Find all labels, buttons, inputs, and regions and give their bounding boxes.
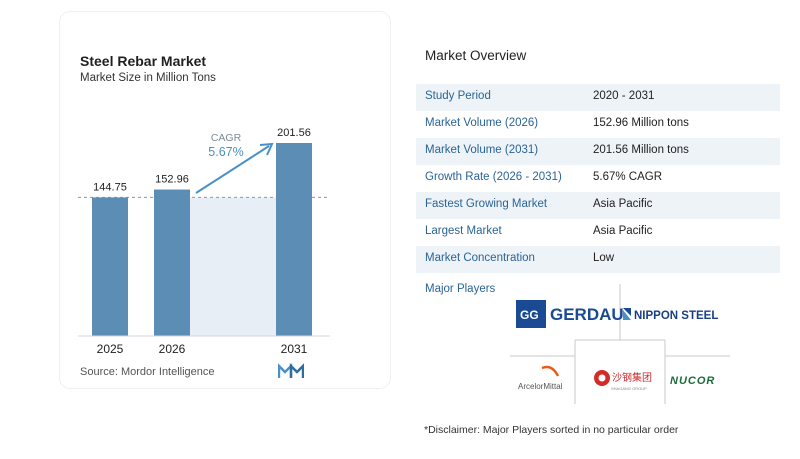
bar-value-label: 152.96 xyxy=(155,174,189,186)
svg-text:NUCOR: NUCOR xyxy=(670,375,715,387)
overview-row: Study Period 2020 - 2031 xyxy=(416,84,780,111)
x-tick-label: 2026 xyxy=(159,342,186,356)
bar-value-label: 144.75 xyxy=(93,181,127,193)
overview-table: Study Period 2020 - 2031 Market Volume (… xyxy=(416,84,780,273)
source-label: Source: xyxy=(80,366,118,378)
bar xyxy=(92,197,128,336)
overview-value: Low xyxy=(593,252,615,264)
shagang-logo: 沙钢集团 SHAGANG GROUP xyxy=(594,370,652,391)
chart-title: Steel Rebar Market xyxy=(80,53,207,69)
nucor-logo: NUCOR xyxy=(670,375,715,387)
major-players-label: Major Players xyxy=(425,283,496,295)
bar xyxy=(154,189,190,336)
svg-text:GG: GG xyxy=(520,308,539,322)
overview-label: Market Volume (2031) xyxy=(425,144,539,156)
overview-title: Market Overview xyxy=(425,48,527,63)
chart-source: Source: Mordor Intelligence xyxy=(80,366,215,378)
cagr-label: CAGR xyxy=(211,132,242,144)
overview-row: Market Volume (2026) 152.96 Million tons xyxy=(416,111,780,138)
overview-row: Growth Rate (2026 - 2031) 5.67% CAGR xyxy=(416,165,780,192)
overview-label: Largest Market xyxy=(425,225,502,237)
overview-row: Market Volume (2031) 201.56 Million tons xyxy=(416,138,780,165)
bar xyxy=(276,143,312,336)
svg-text:SHAGANG GROUP: SHAGANG GROUP xyxy=(611,386,647,391)
overview-label: Fastest Growing Market xyxy=(425,198,548,210)
svg-text:ArcelorMittal: ArcelorMittal xyxy=(518,382,563,391)
projection-area xyxy=(190,197,276,336)
mordor-logo-icon xyxy=(278,363,304,378)
bar-value-label: 201.56 xyxy=(277,127,311,139)
overview-label: Market Volume (2026) xyxy=(425,117,539,129)
svg-text:GERDAU: GERDAU xyxy=(550,305,624,324)
overview-value: Asia Pacific xyxy=(593,198,653,210)
overview-value: 201.56 Million tons xyxy=(593,144,689,156)
cagr-arrowhead xyxy=(259,142,274,156)
gerdau-logo: GG GERDAU xyxy=(516,300,624,328)
overview-row: Market Concentration Low xyxy=(416,246,780,273)
cagr-value: 5.67% xyxy=(208,145,243,159)
overview-label: Market Concentration xyxy=(425,252,535,264)
chart-subtitle: Market Size in Million Tons xyxy=(80,72,216,84)
overview-label: Growth Rate (2026 - 2031) xyxy=(425,171,562,183)
x-tick-label: 2031 xyxy=(281,342,308,356)
major-players-logos: GG GERDAU NIPPON STEEL ArcelorMittal 沙钢集… xyxy=(510,284,730,404)
overview-label: Study Period xyxy=(425,90,491,102)
overview-value: 5.67% CAGR xyxy=(593,171,663,183)
overview-value: 2020 - 2031 xyxy=(593,90,655,102)
x-tick-label: 2025 xyxy=(97,342,124,356)
source-name: Mordor Intelligence xyxy=(120,366,215,378)
svg-text:沙钢集团: 沙钢集团 xyxy=(612,371,652,384)
overview-row: Largest Market Asia Pacific xyxy=(416,219,780,246)
arcelormittal-logo: ArcelorMittal xyxy=(518,365,563,391)
disclaimer: *Disclaimer: Major Players sorted in no … xyxy=(424,424,679,436)
overview-row: Fastest Growing Market Asia Pacific xyxy=(416,192,780,219)
svg-text:NIPPON STEEL: NIPPON STEEL xyxy=(634,310,718,322)
cagr-arrow xyxy=(195,145,270,194)
overview-value: 152.96 Million tons xyxy=(593,117,689,129)
overview-value: Asia Pacific xyxy=(593,225,653,237)
nippon-steel-logo: NIPPON STEEL xyxy=(623,308,718,322)
